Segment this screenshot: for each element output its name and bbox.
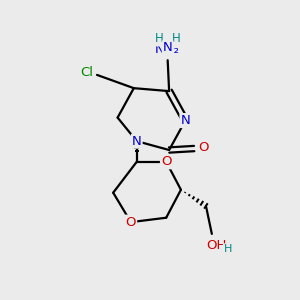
Text: O: O: [126, 216, 136, 229]
Text: N: N: [181, 114, 190, 127]
Text: NH₂: NH₂: [155, 43, 180, 56]
Text: N: N: [132, 135, 142, 148]
Text: N: N: [163, 41, 172, 54]
Text: Cl: Cl: [80, 66, 93, 79]
Text: O: O: [161, 155, 171, 168]
Text: H: H: [154, 32, 163, 46]
Text: H: H: [224, 244, 232, 254]
Text: OH: OH: [206, 238, 226, 252]
Text: O: O: [198, 141, 209, 154]
Text: H: H: [172, 32, 181, 46]
